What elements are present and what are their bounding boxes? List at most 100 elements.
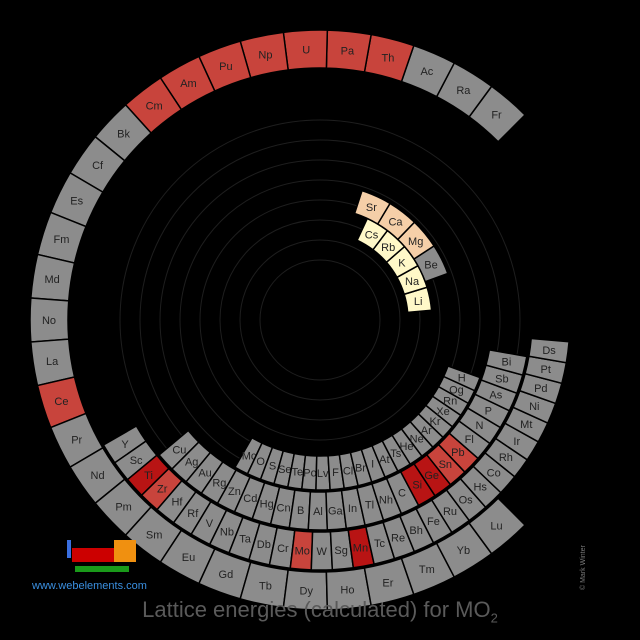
cell-i — [360, 444, 387, 483]
cell-no — [29, 297, 70, 343]
cell-rf — [172, 490, 212, 536]
cell-label-cu: Cu — [172, 444, 186, 456]
cell-at — [371, 439, 399, 479]
mini-p-block — [114, 540, 136, 562]
cell-label-la: La — [46, 356, 59, 368]
cell-label-no: No — [42, 315, 56, 327]
cell-co — [472, 451, 516, 494]
cell-label-at: At — [379, 454, 389, 466]
cell-sr — [353, 189, 392, 226]
cell-label-sc: Sc — [130, 455, 143, 467]
cell-cf — [69, 135, 126, 194]
cell-bk — [94, 103, 153, 162]
cell-w — [310, 530, 334, 571]
cell-as — [474, 378, 518, 412]
mini-s-block — [67, 540, 71, 558]
cell-label-cd: Cd — [243, 493, 257, 505]
cell-cl — [338, 451, 360, 490]
cell-label-rg: Rg — [212, 477, 226, 489]
title-text: Lattice energies (calculated) for MO — [142, 597, 491, 622]
cell-pu — [197, 40, 252, 93]
cell-sg — [329, 529, 355, 571]
cell-n — [458, 407, 502, 445]
cell-label-am: Am — [180, 78, 197, 90]
cell-nd — [69, 446, 126, 505]
cell-lv — [315, 454, 331, 491]
cell-fe — [415, 499, 453, 544]
cell-ne — [400, 420, 434, 458]
cell-o — [246, 442, 274, 481]
cell-label-ar: Ar — [421, 425, 432, 437]
cell-label-c: C — [398, 488, 406, 500]
cell-label-xe: Xe — [436, 406, 449, 418]
cell-label-pt: Pt — [541, 364, 551, 376]
cell-label-th: Th — [382, 53, 395, 65]
cell-label-pb: Pb — [451, 447, 464, 459]
cell-label-tb: Tb — [259, 580, 272, 592]
cell-db — [248, 522, 279, 566]
cell-label-gd: Gd — [219, 569, 234, 581]
cell-label-lu: Lu — [490, 521, 502, 533]
cell-tm — [400, 542, 456, 596]
cell-fl — [448, 420, 491, 460]
cell-label-es: Es — [70, 196, 83, 208]
cell-yb — [435, 522, 493, 579]
cell-label-ne: Ne — [410, 434, 424, 446]
cell-label-au: Au — [198, 468, 211, 480]
cell-label-zr: Zr — [157, 484, 168, 496]
cell-label-rn: Rn — [443, 395, 457, 407]
cell-label-yb: Yb — [457, 545, 470, 557]
cell-sn — [425, 443, 466, 486]
cell-label-ra: Ra — [456, 85, 471, 97]
cell-label-pu: Pu — [219, 61, 232, 73]
cell-label-be: Be — [424, 260, 437, 272]
cell-re — [382, 515, 416, 560]
cell-label-kr: Kr — [430, 416, 441, 428]
cell-ni — [512, 389, 557, 425]
cell-label-tm: Tm — [419, 564, 435, 576]
cell-label-cl: Cl — [343, 465, 353, 477]
cell-label-ga: Ga — [328, 505, 344, 517]
cell-label-ta: Ta — [239, 534, 252, 546]
cell-label-os: Os — [459, 494, 474, 506]
cell-ga — [325, 489, 348, 531]
cell-si — [399, 462, 437, 507]
cell-label-al: Al — [313, 506, 323, 518]
cell-label-tc: Tc — [374, 538, 386, 550]
cell-label-pa: Pa — [341, 45, 355, 57]
site-link[interactable]: www.webelements.com — [32, 580, 147, 592]
cell-pr — [49, 412, 104, 469]
cell-xe — [424, 395, 462, 428]
cell-nh — [371, 477, 403, 522]
cell-cu — [158, 429, 200, 471]
cell-es — [49, 171, 104, 228]
cell-rh — [484, 437, 529, 478]
cell-p — [466, 393, 511, 429]
cell-tb — [239, 561, 290, 609]
cell-mg — [396, 221, 436, 261]
cell-fm — [36, 211, 87, 264]
cell-label-bh: Bh — [409, 525, 422, 537]
cell-label-sm: Sm — [146, 529, 163, 541]
cell-label-ni: Ni — [529, 401, 539, 413]
cell-sc — [113, 440, 158, 481]
cell-hf — [156, 479, 197, 524]
cell-ag — [170, 440, 212, 483]
cell-ce — [36, 376, 87, 429]
cell-pm — [94, 478, 153, 537]
cell-label-hs: Hs — [473, 481, 487, 493]
cell-hs — [459, 465, 502, 509]
cell-au — [185, 451, 224, 495]
cell-bh — [399, 507, 435, 553]
title-subscript: 2 — [490, 610, 498, 626]
spiral-guide — [239, 239, 401, 401]
cell-label-mc: Mc — [242, 451, 257, 463]
cell-ir — [494, 422, 540, 461]
cell-label-fr: Fr — [491, 109, 502, 121]
mini-d-block — [72, 548, 114, 562]
spiral-guide — [259, 259, 381, 381]
cell-label-y: Y — [121, 439, 129, 451]
cell-label-pd: Pd — [534, 383, 547, 395]
cell-label-fm: Fm — [53, 234, 69, 246]
cell-label-bk: Bk — [117, 128, 130, 140]
